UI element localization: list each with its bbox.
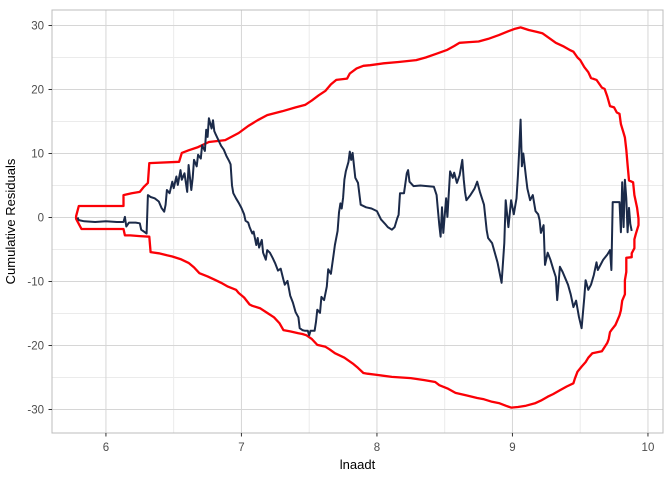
y-tick-label: -20 xyxy=(27,341,44,353)
y-tick-label: -30 xyxy=(27,405,44,417)
y-tick-label: -10 xyxy=(27,277,44,289)
x-tick-label: 8 xyxy=(374,442,380,454)
x-tick-label: 9 xyxy=(509,442,515,454)
x-axis-title: lnaadt xyxy=(340,457,376,472)
y-tick-label: 10 xyxy=(31,148,44,160)
envelope-line xyxy=(74,26,640,409)
y-tick-label: 30 xyxy=(31,20,44,32)
y-axis-title: Cumulative Residuals xyxy=(3,158,18,284)
x-tick-label: 6 xyxy=(103,442,109,454)
panel-border xyxy=(51,9,664,434)
panel-background xyxy=(52,10,663,433)
y-tick-label: 20 xyxy=(31,84,44,96)
y-tick-label: 0 xyxy=(38,212,44,224)
residuals-line xyxy=(76,117,633,337)
x-tick-label: 10 xyxy=(642,442,655,454)
x-tick-label: 7 xyxy=(238,442,244,454)
